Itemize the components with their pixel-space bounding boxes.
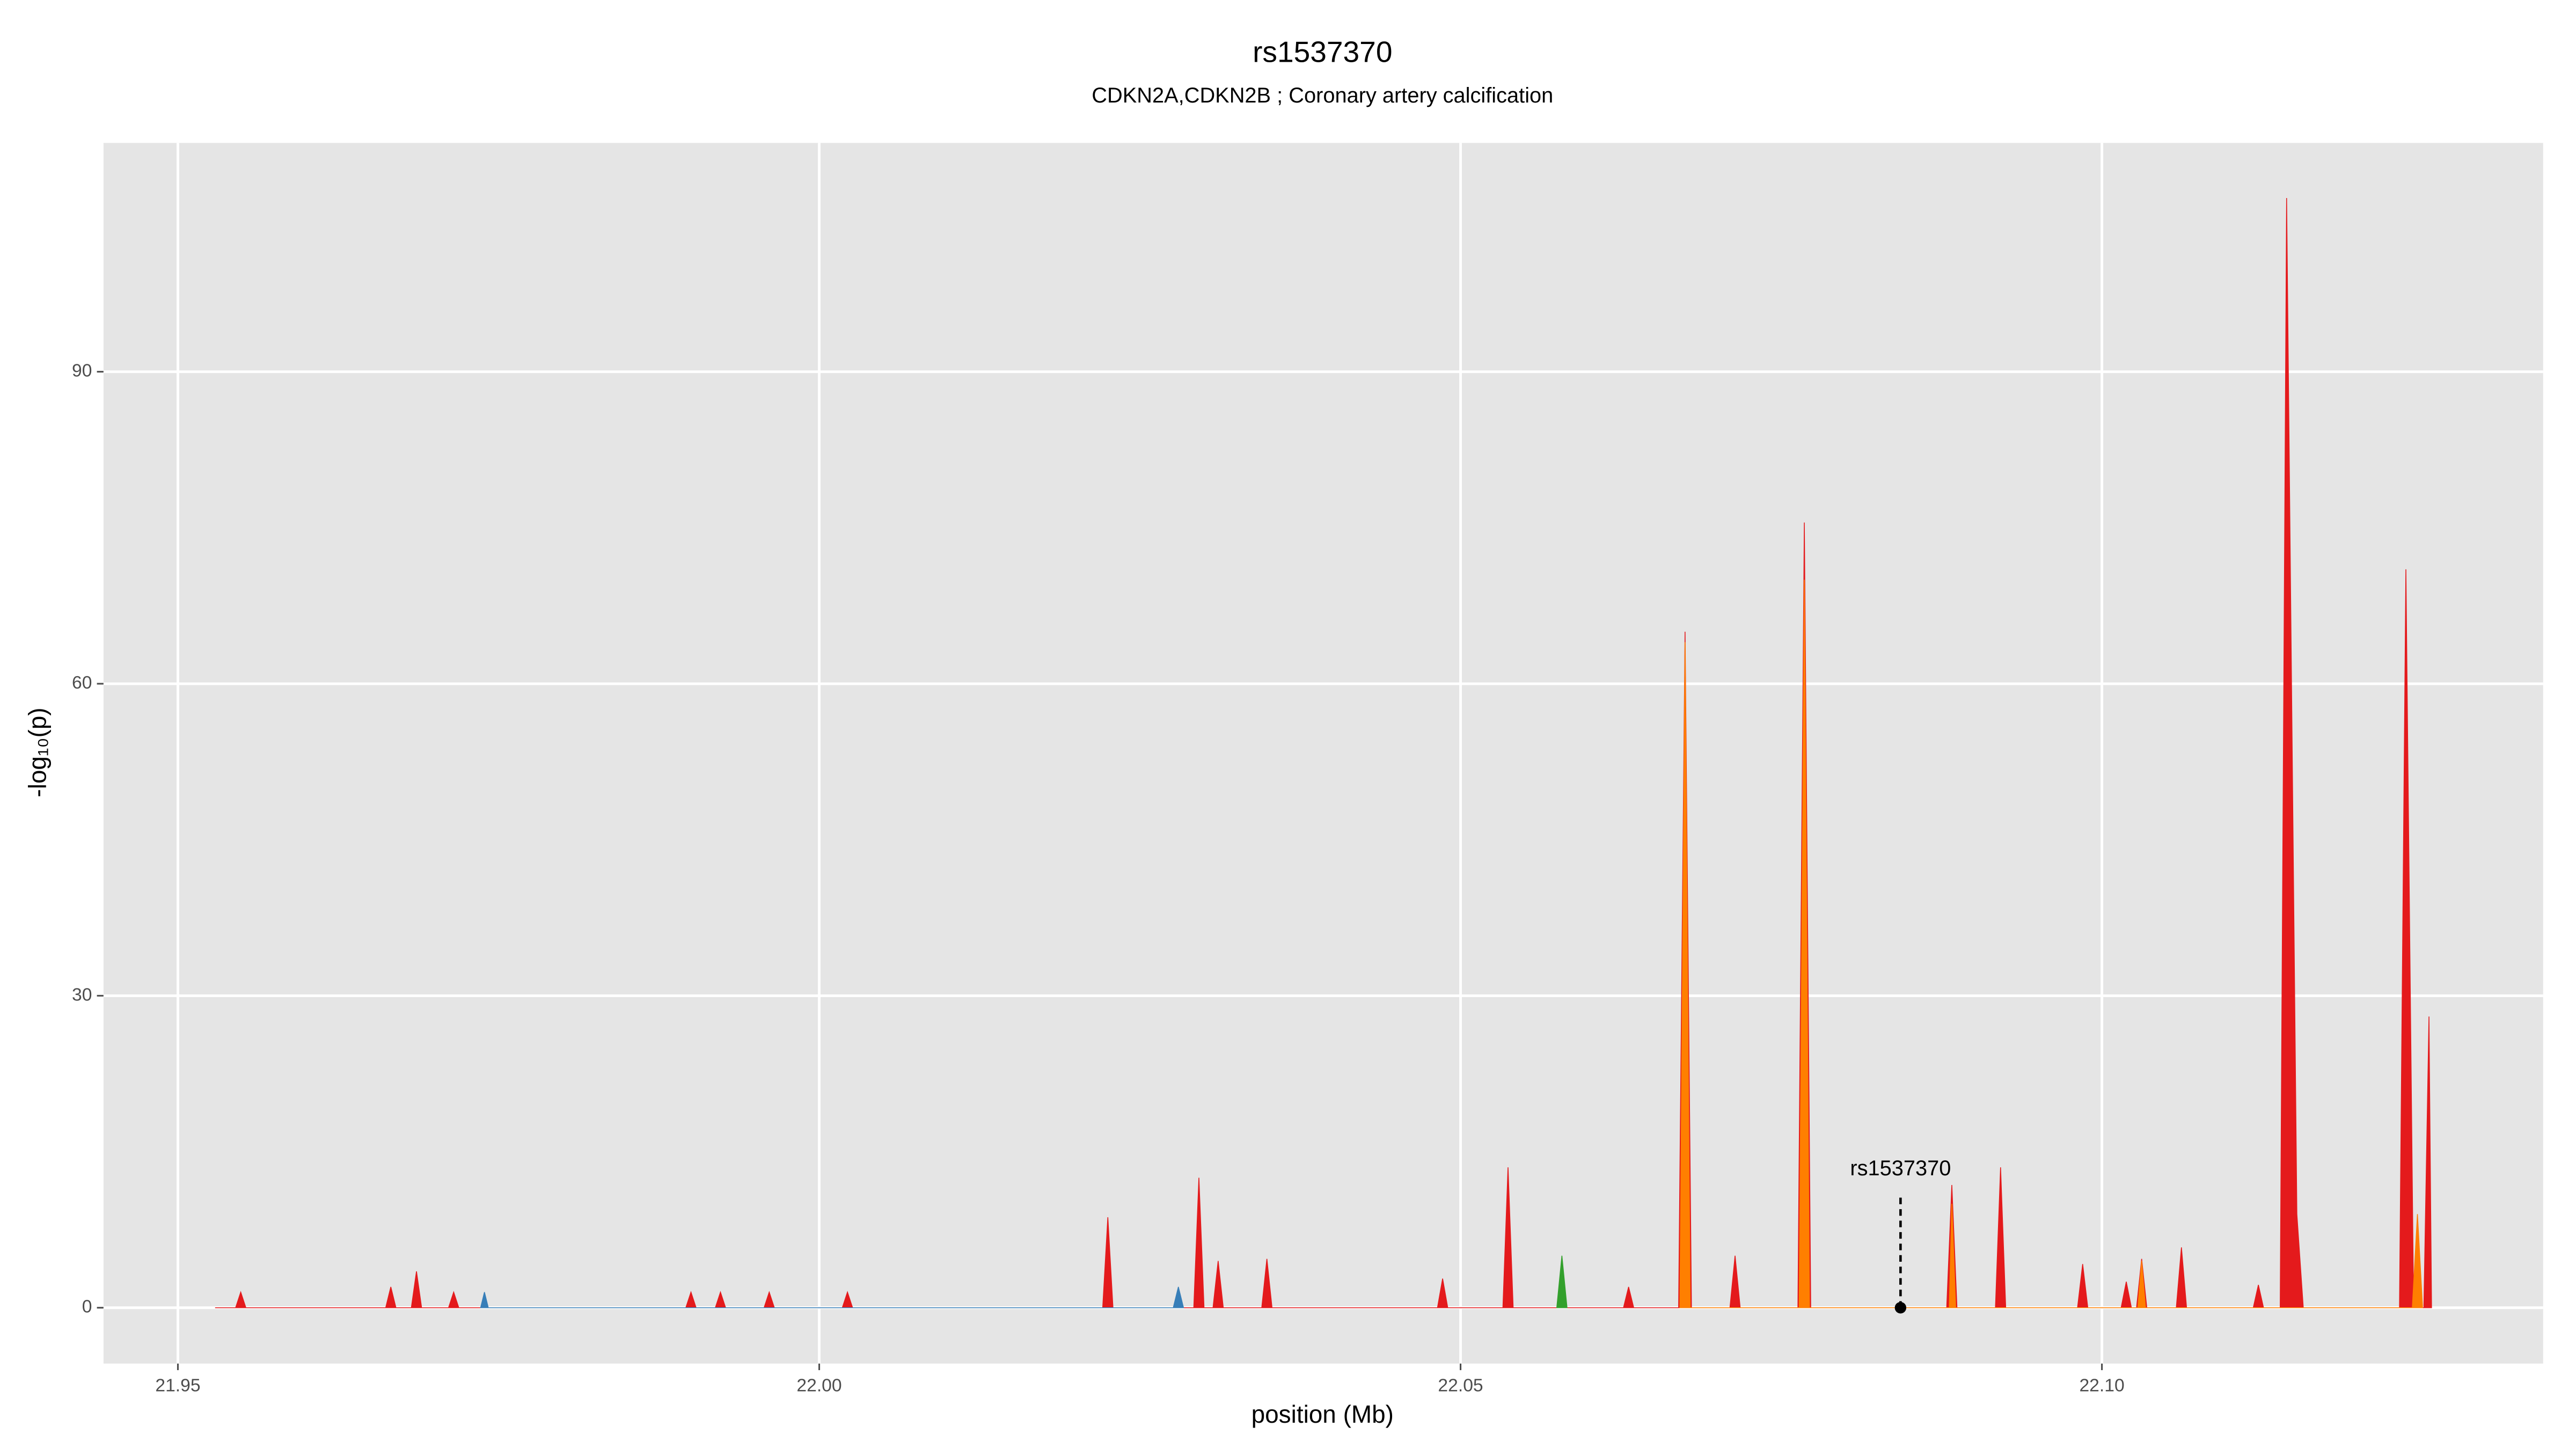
area xyxy=(480,1286,1184,1308)
area xyxy=(215,198,2432,1308)
y-tick-label: 60 xyxy=(72,673,92,693)
x-tick-label: 22.10 xyxy=(2079,1376,2124,1396)
plot-background xyxy=(103,143,2543,1364)
area xyxy=(1679,580,2423,1308)
chart-title: rs1537370 xyxy=(1253,35,1392,69)
x-tick-label: 22.05 xyxy=(1438,1376,1483,1396)
x-axis-label: position (Mb) xyxy=(1252,1400,1394,1428)
x-tick-label: 22.00 xyxy=(796,1376,841,1396)
area xyxy=(1556,1255,1568,1308)
annotation-label: rs1537370 xyxy=(1850,1157,1951,1180)
y-tick-label: 0 xyxy=(82,1297,92,1317)
y-tick-label: 30 xyxy=(72,985,92,1005)
x-tick-label: 21.95 xyxy=(155,1376,200,1396)
y-tick-label: 90 xyxy=(72,361,92,381)
chart-subtitle: CDKN2A,CDKN2B ; Coronary artery calcific… xyxy=(1092,84,1553,107)
y-axis-label: -log₁₀(p) xyxy=(24,707,52,797)
annotation-point xyxy=(1894,1302,1907,1314)
